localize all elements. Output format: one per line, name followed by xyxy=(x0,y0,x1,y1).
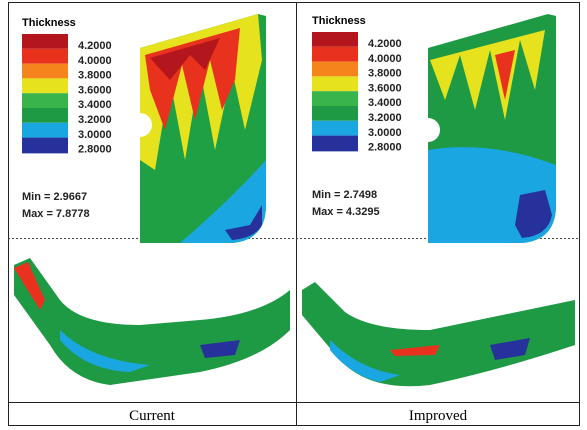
legend-label: 4.0000 xyxy=(78,55,112,67)
legend-swatch xyxy=(312,76,358,92)
contour-beam xyxy=(14,258,575,387)
legend-label: 3.6000 xyxy=(368,82,402,94)
legend-swatch xyxy=(22,122,68,138)
legend-swatch xyxy=(22,108,68,123)
max-label: Max = 7.8778 xyxy=(22,208,90,220)
legend-swatch xyxy=(312,106,358,121)
legend-label: 3.8000 xyxy=(78,70,112,82)
min-label: Min = 2.7498 xyxy=(312,189,377,201)
caption: Improved xyxy=(409,408,468,424)
legend-label: 3.4000 xyxy=(78,99,112,111)
frame xyxy=(8,2,580,426)
min-label: Min = 2.9667 xyxy=(22,191,87,203)
legend-swatch xyxy=(22,93,68,108)
legend-swatch xyxy=(312,61,358,77)
legend-label: 4.0000 xyxy=(368,53,402,65)
caption: Current xyxy=(129,408,176,424)
legend-label: 3.8000 xyxy=(368,68,402,80)
legend-label: 3.6000 xyxy=(78,84,112,96)
legend-swatch xyxy=(22,137,68,153)
legend-label: 2.8000 xyxy=(368,142,402,154)
legend-label: 3.4000 xyxy=(368,97,402,109)
legend-title: Thickness xyxy=(22,17,76,29)
legend-swatch xyxy=(22,34,68,49)
legend-swatch xyxy=(312,32,358,47)
legend-swatch xyxy=(22,63,68,79)
legend-swatch xyxy=(22,48,68,64)
legend-swatch xyxy=(312,91,358,106)
max-label: Max = 4.3295 xyxy=(312,206,380,218)
legend-swatch xyxy=(22,78,68,94)
legend-title: Thickness xyxy=(312,15,366,27)
legend-label: 3.2000 xyxy=(78,114,112,126)
contour-plate xyxy=(128,14,266,243)
legend-label: 3.0000 xyxy=(368,127,402,139)
legend-label: 4.2000 xyxy=(78,40,112,52)
legend-label: 2.8000 xyxy=(78,144,112,156)
legend-swatch xyxy=(312,120,358,136)
legend-swatch xyxy=(312,135,358,151)
legend-label: 3.2000 xyxy=(368,112,402,124)
legend-swatch xyxy=(312,46,358,62)
contour-plate xyxy=(416,14,556,243)
legend-label: 4.2000 xyxy=(368,38,402,50)
legend-label: 3.0000 xyxy=(78,129,112,141)
